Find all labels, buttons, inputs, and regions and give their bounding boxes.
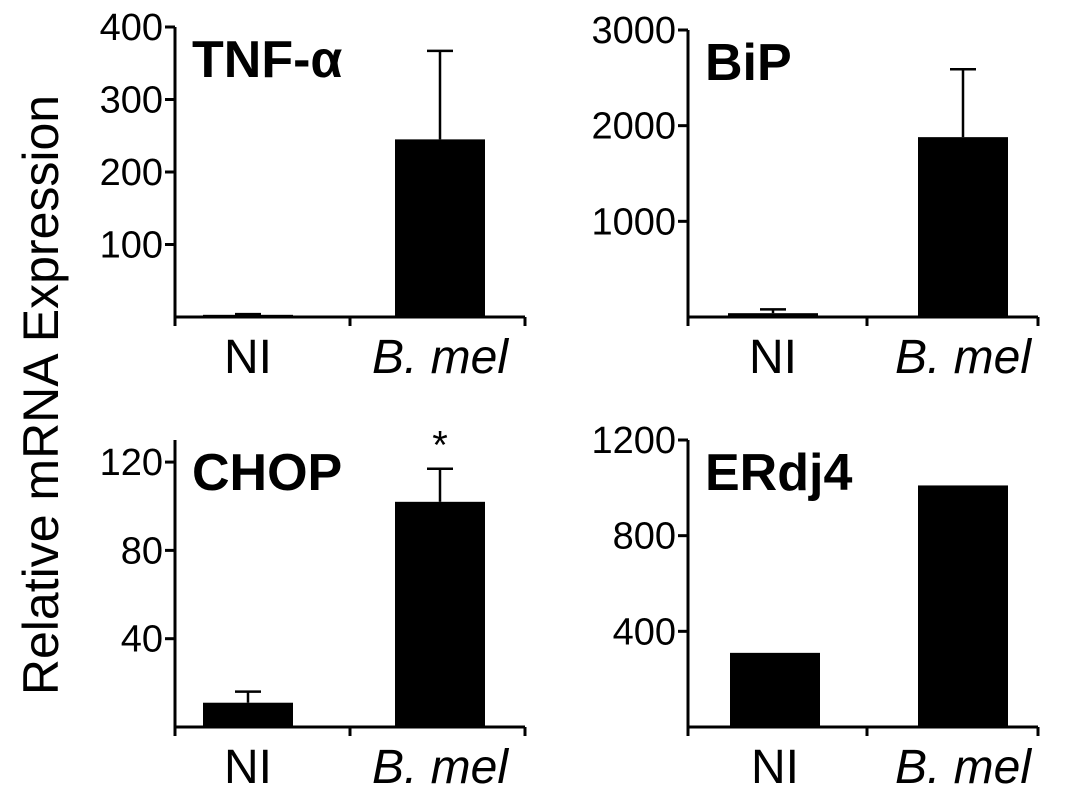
y-axis-label: Relative mRNA Expression [13,95,69,695]
panel-title: TNF-α [192,31,342,89]
bar-ni [728,313,818,317]
category-label-ni: NI [751,741,799,794]
y-tick-label: 1000 [591,201,676,243]
y-tick-label: 3000 [591,10,676,52]
panel-title: CHOP [192,444,342,502]
y-tick-label: 200 [100,152,163,194]
category-label-ni: NI [224,331,272,384]
y-tick-label: 400 [100,7,163,49]
significance-marker: * [432,424,448,468]
y-tick-label: 120 [100,442,163,484]
panel-bip: 1000 2000 3000 NI B. mel BiP [591,10,1040,384]
panel-erdj4: 400 800 1200 NI B. mel ERdj4 [591,420,1040,794]
y-tick-label: 300 [100,80,163,122]
bar-ni [203,314,293,317]
category-label-b-mel: B. mel [372,331,509,384]
bar-b-mel [395,501,485,727]
y-tick-label: 100 [100,225,163,267]
y-tick-label: 80 [121,530,163,572]
bar-ni [203,702,293,727]
category-label-b-mel: B. mel [895,331,1032,384]
panel-tnf: 100 200 300 400 NI B. mel TNF-α [100,7,527,384]
category-label-ni: NI [224,741,272,794]
y-tick-label: 2000 [591,106,676,148]
y-tick-label: 400 [613,611,676,653]
bar-b-mel [918,137,1008,317]
category-label-ni: NI [749,331,797,384]
panel-title: ERdj4 [705,444,852,502]
bar-ni [730,652,820,727]
y-tick-label: 1200 [591,420,676,462]
bar-b-mel [918,485,1008,727]
panel-title: BiP [705,34,792,92]
panel-chop: 40 80 120 NI * B. mel CHOP [100,424,527,794]
category-label-b-mel: B. mel [372,741,509,794]
y-tick-label: 800 [613,516,676,558]
category-label-b-mel: B. mel [895,741,1032,794]
chart-panels: 100 200 300 400 NI B. mel TNF-α 1000 2000 3000 NI B… [100,7,1040,794]
y-tick-label: 40 [121,619,163,661]
bar-b-mel [395,139,485,317]
